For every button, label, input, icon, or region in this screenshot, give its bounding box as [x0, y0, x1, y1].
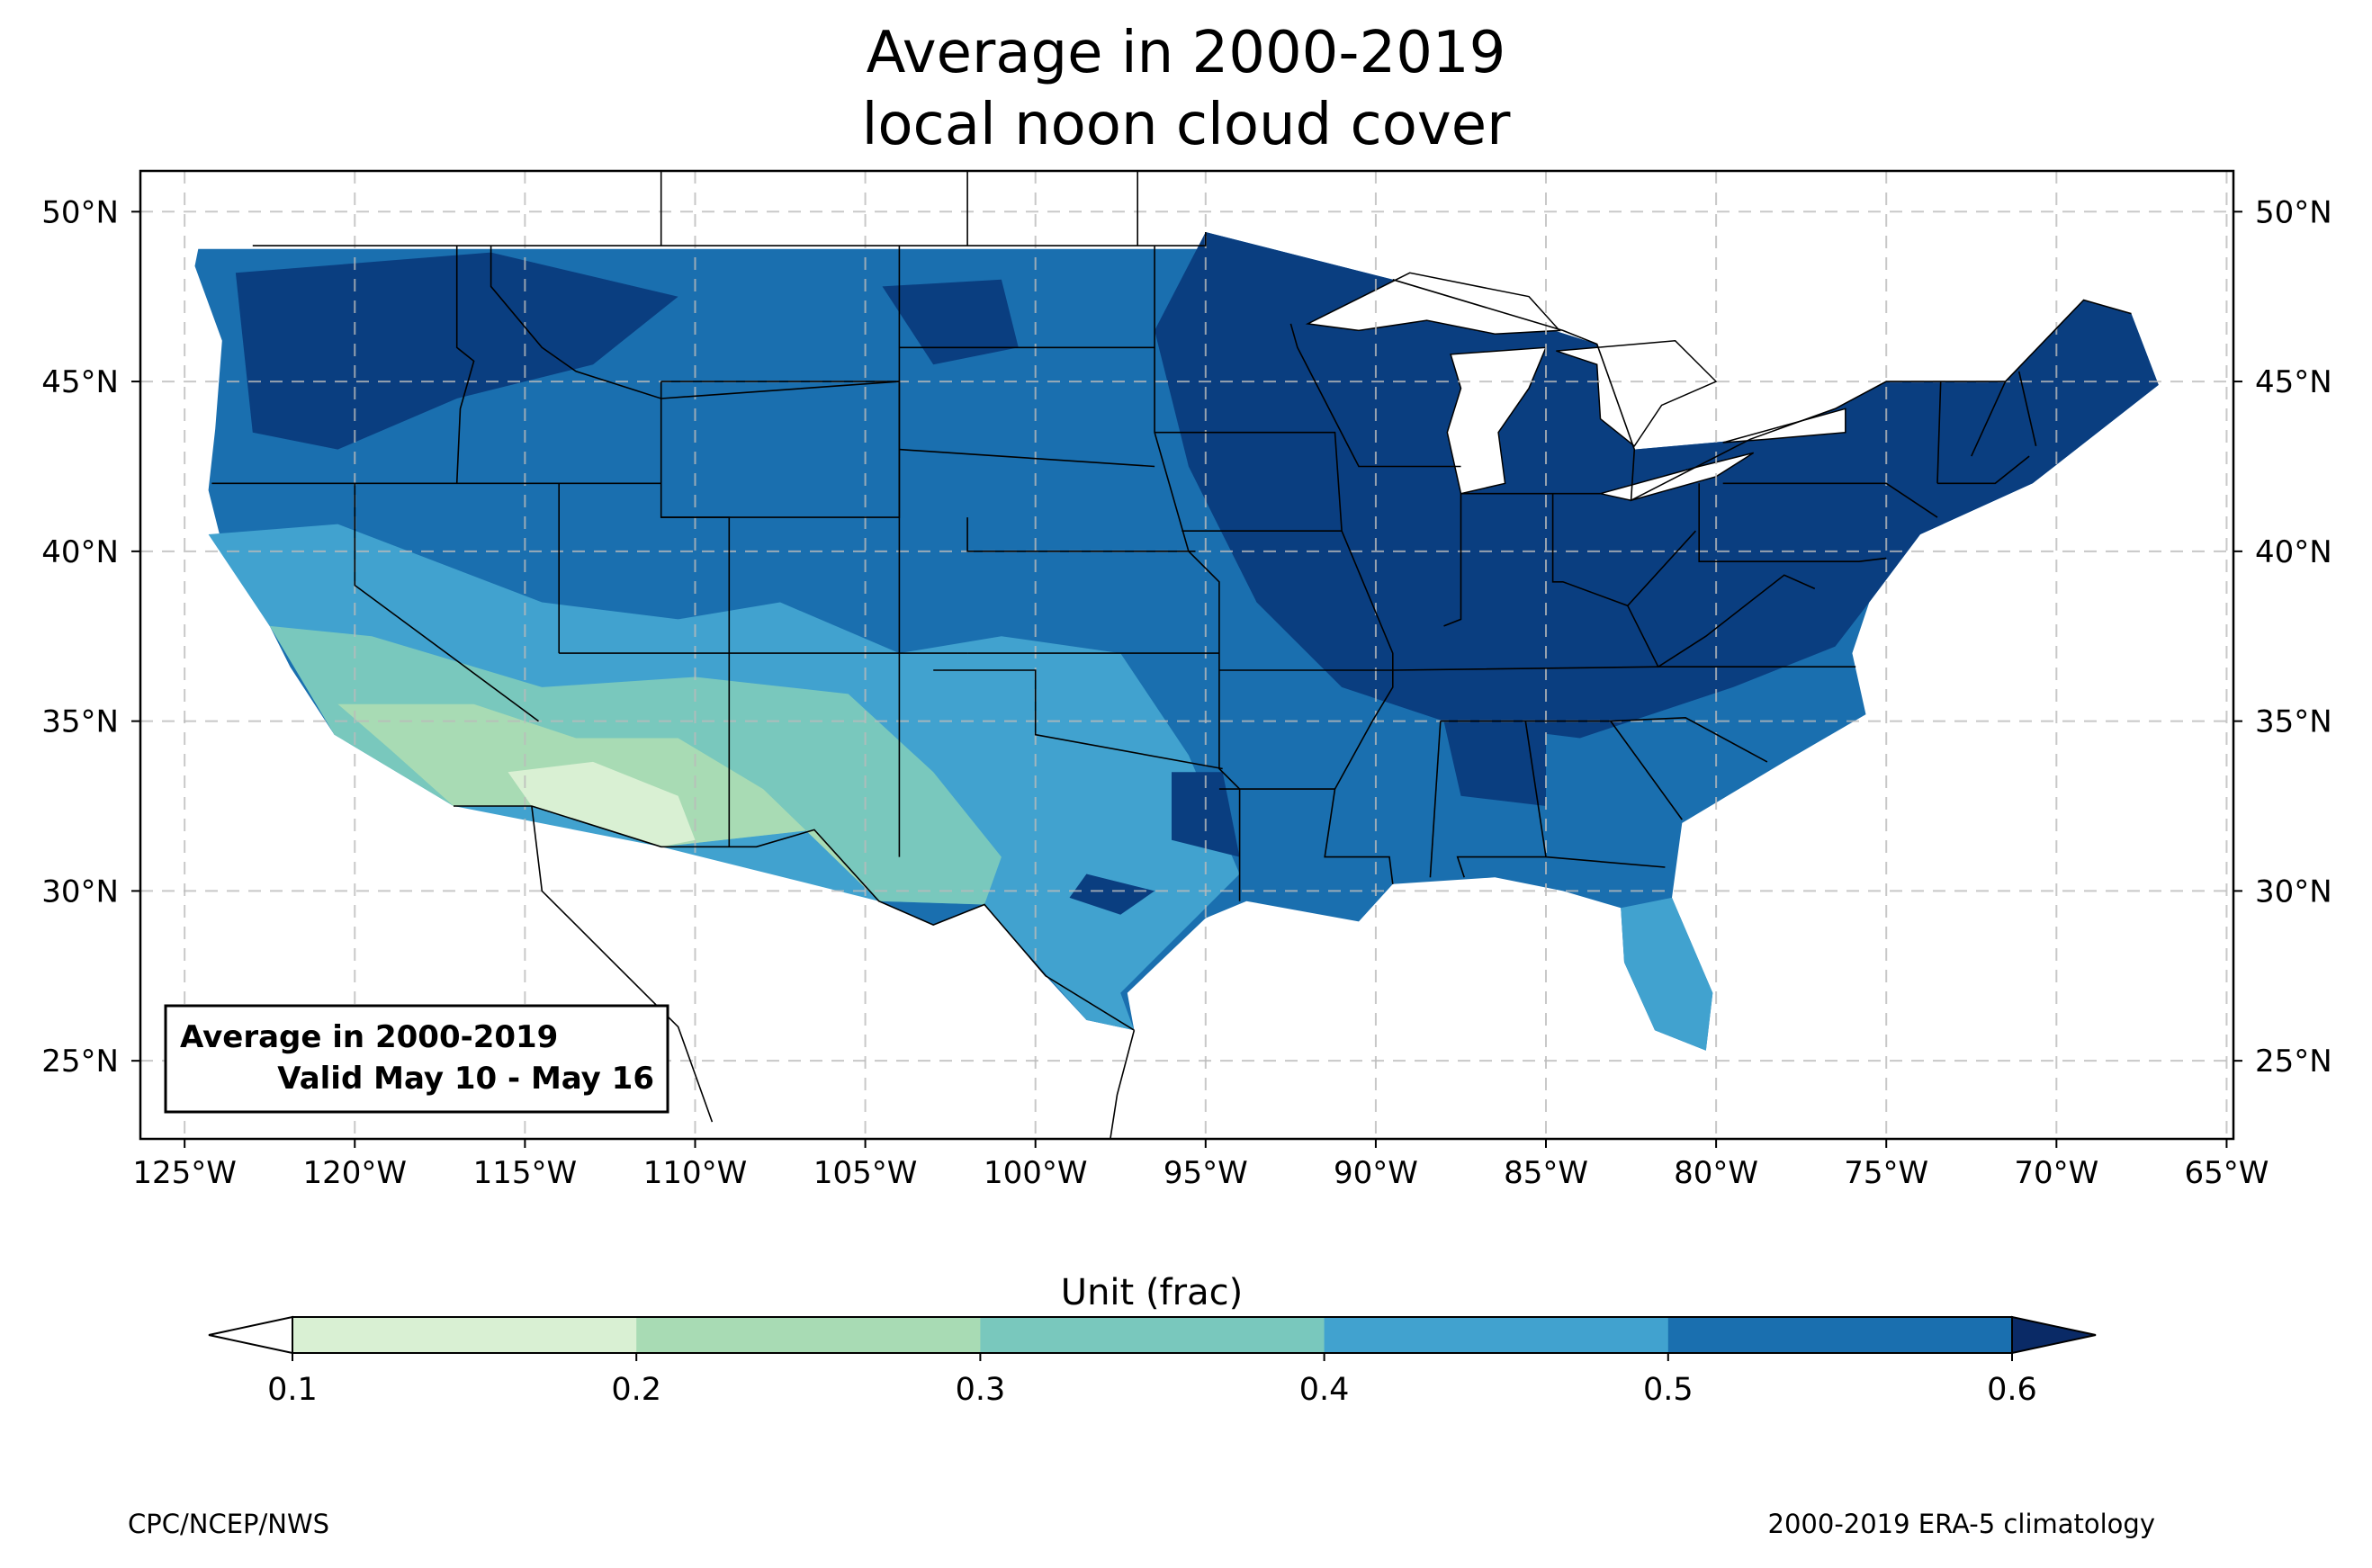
border-39	[1392, 279, 2132, 502]
border-16	[1289, 323, 1461, 468]
cloud-region-7	[235, 252, 678, 450]
border-21	[1456, 721, 1547, 878]
colorbar-segment-1	[636, 1317, 981, 1353]
border-41	[531, 805, 714, 1123]
border-13	[933, 669, 1223, 770]
map-frame	[139, 169, 2235, 1141]
lon-tick-label: 105°W	[813, 1155, 918, 1191]
lat-tick-label-right: 35°N	[2255, 704, 2332, 740]
cloud-region-2	[1621, 897, 1713, 1051]
colorbar-tick-label: 0.2	[611, 1372, 661, 1408]
great-lakes	[1305, 272, 1846, 501]
lat-tick-label-left: 35°N	[41, 704, 119, 740]
colorbar-boxes	[208, 1315, 2097, 1355]
lat-tick-label-right: 25°N	[2255, 1044, 2332, 1080]
longitude-ticks: 125°W 120°W 115°W 110°W 105°W 100°W 95°W 90°W 85…	[132, 1139, 2269, 1191]
border-32	[1937, 455, 2030, 485]
border-0	[455, 246, 475, 484]
colorbar-segment-2	[980, 1317, 1325, 1353]
border-11	[966, 517, 1196, 552]
colorbar-segment-0	[292, 1317, 637, 1353]
lon-tick-label: 120°W	[303, 1155, 408, 1191]
info-box-line-2: Valid May 10 - May 16	[277, 1061, 654, 1097]
colorbar-over-arrow	[2011, 1315, 2097, 1355]
colorbar-tick-label: 0.3	[956, 1372, 1006, 1408]
lon-tick-label: 100°W	[984, 1155, 1088, 1191]
lat-tick-label-left: 50°N	[41, 194, 119, 230]
lon-tick-label: 125°W	[132, 1155, 237, 1191]
lat-tick-label-left: 45°N	[41, 364, 119, 400]
lat-tick-label-left: 25°N	[41, 1044, 119, 1080]
colorbar-segment-4	[1667, 1317, 2013, 1353]
colorbar-frame	[292, 1316, 2013, 1354]
lon-tick-label: 110°W	[643, 1155, 748, 1191]
lat-tick-label-left: 40°N	[41, 534, 119, 570]
lon-tick-label: 80°W	[1674, 1155, 1758, 1191]
title-line-1: Average in 2000-2019	[867, 20, 1506, 86]
border-6	[490, 246, 900, 399]
colorbar-segment-3	[1324, 1317, 1669, 1353]
title-line-2: local noon cloud cover	[862, 92, 1512, 158]
border-17	[1324, 530, 1394, 884]
colorbar-tick-label: 0.6	[1987, 1372, 2037, 1408]
lake-2	[1556, 340, 1718, 447]
border-30	[1936, 381, 1942, 484]
border-29	[1722, 482, 1938, 518]
state-borders	[211, 171, 2132, 1139]
border-18	[1218, 666, 1856, 671]
border-26	[1551, 493, 1696, 607]
cloud-region-9	[1172, 772, 1240, 857]
lake-0	[1305, 272, 1561, 335]
colorbar-tick-label: 0.5	[1643, 1372, 1694, 1408]
latitude-ticks: 50°N 50°N 45°N 45°N 40°N 40°N 35°N 35°N 30°N 30°N…	[41, 194, 2332, 1080]
border-34	[1627, 574, 1816, 668]
border-24	[1610, 721, 1683, 820]
lon-tick-label: 90°W	[1334, 1155, 1418, 1191]
border-25	[1443, 493, 1462, 627]
cloud-cover-fill	[194, 232, 2159, 1051]
colorbar-tick-label: 0.1	[267, 1372, 318, 1408]
lon-tick-label: 75°W	[1844, 1155, 1928, 1191]
border-33	[2017, 371, 2037, 446]
cloud-region-11	[1443, 721, 1546, 806]
border-40	[454, 805, 1135, 1031]
info-box: Average in 2000-2019 Valid May 10 - May …	[164, 1004, 669, 1114]
border-10	[899, 448, 1155, 468]
lon-tick-label: 115°W	[473, 1155, 578, 1191]
border-15	[1155, 431, 1343, 533]
lat-tick-label-left: 30°N	[41, 874, 119, 909]
border-31	[1971, 381, 2007, 457]
lat-tick-label-right: 30°N	[2255, 874, 2332, 909]
colorbar-ticks: 0.1 0.2 0.3 0.4 0.5 0.6	[267, 1353, 2037, 1408]
colorbar-tick-label: 0.4	[1299, 1372, 1350, 1408]
gridlines	[140, 171, 2233, 1139]
border-14	[1154, 246, 1241, 901]
lon-tick-label: 65°W	[2184, 1155, 2269, 1191]
cloud-region-8	[882, 279, 1019, 365]
lake-1	[1446, 346, 1548, 495]
lat-tick-label-right: 50°N	[2255, 194, 2332, 230]
border-35	[252, 232, 1207, 246]
border-20	[1429, 721, 1442, 878]
map-panel: 125°W 120°W 115°W 110°W 105°W 100°W 95°W 90°W 85…	[41, 169, 2332, 1191]
lon-tick-label: 95°W	[1164, 1155, 1248, 1191]
credit-left: CPC/NCEP/NWS	[128, 1509, 329, 1539]
info-box-line-1: Average in 2000-2019	[180, 1019, 558, 1055]
border-2	[354, 483, 539, 722]
colorbar: Unit (frac) 0.1 0.2 0.3 0.4 0.5 0.6	[208, 1272, 2097, 1408]
lat-tick-label-right: 45°N	[2255, 364, 2332, 400]
cloud-region-5	[508, 761, 696, 847]
border-28	[1698, 483, 1887, 563]
info-box-frame	[164, 1004, 669, 1114]
border-42	[1110, 1029, 1136, 1139]
lat-tick-label-right: 40°N	[2255, 534, 2332, 570]
lon-tick-label: 70°W	[2014, 1155, 2098, 1191]
lon-tick-label: 85°W	[1504, 1155, 1588, 1191]
credit-right: 2000-2019 ERA-5 climatology	[1768, 1509, 2155, 1539]
colorbar-under-arrow	[208, 1315, 293, 1355]
border-23	[1545, 856, 1666, 868]
cloud-region-10	[1069, 874, 1155, 915]
colorbar-label: Unit (frac)	[1061, 1272, 1243, 1313]
